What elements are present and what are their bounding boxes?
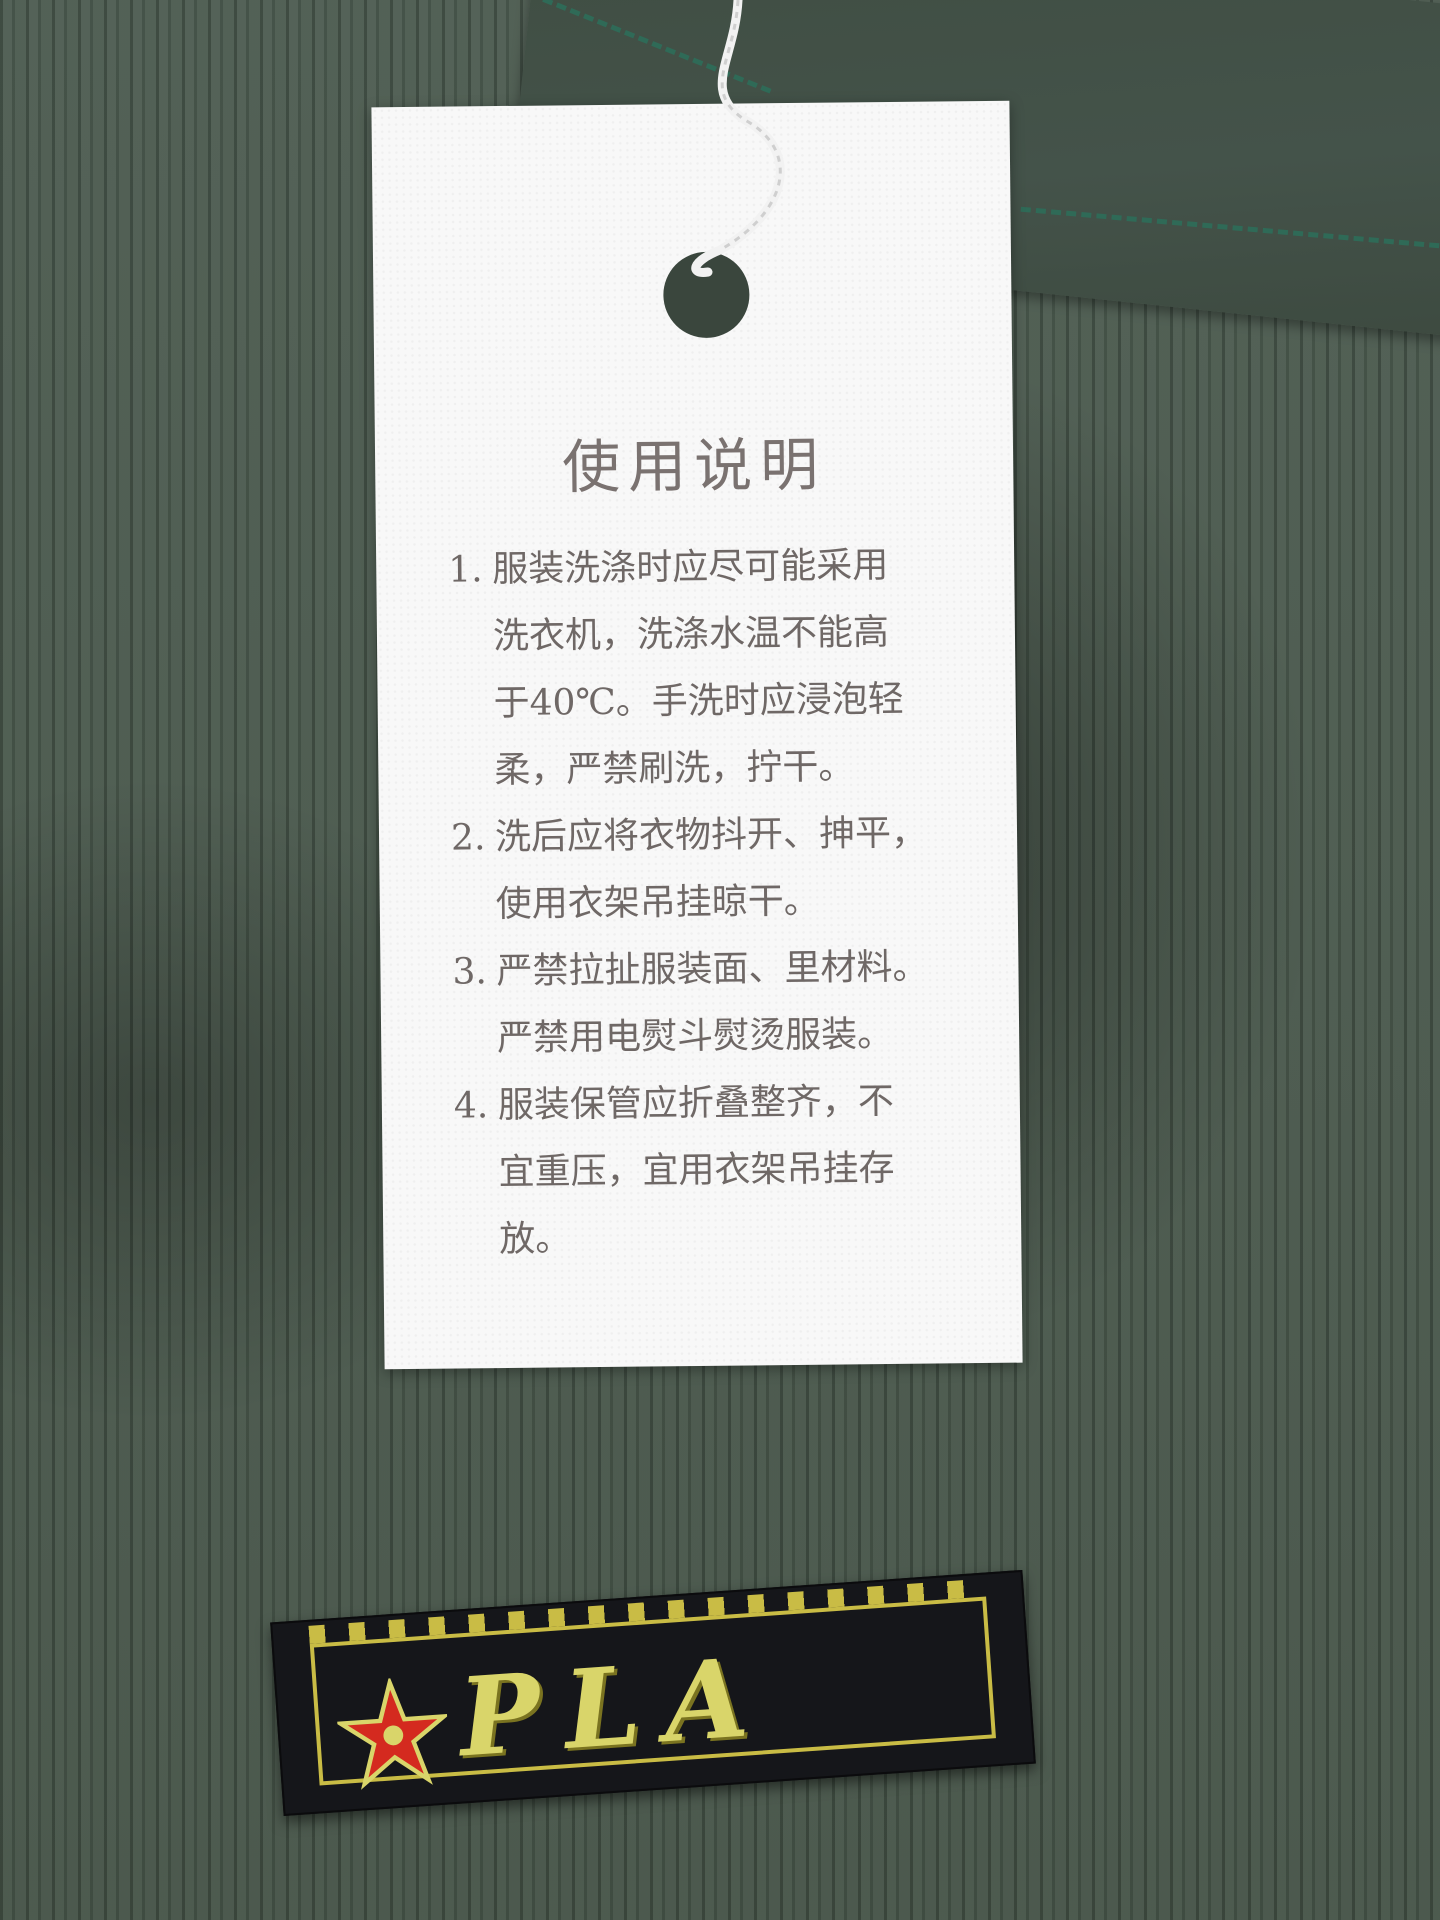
instruction-number: 3. [452, 951, 488, 993]
instruction-line: 使用衣架吊挂晾干。 [495, 880, 820, 926]
instruction-line: 服装保管应折叠整齐，不 [497, 1080, 895, 1127]
instruction-line: 柔，严禁刷洗，拧干。 [494, 746, 855, 792]
red-star-icon [334, 1675, 451, 1790]
instruction-item-3: 3. 严禁拉扯服装面、里材料。 严禁用电熨斗熨烫服装。 [452, 933, 983, 1073]
instruction-item-2: 2. 洗后应将衣物抖开、抻平， 使用衣架吊挂晾干。 [451, 799, 982, 939]
instruction-line: 服装洗涤时应尽可能采用 [492, 544, 889, 591]
instruction-line: 于40℃。手洗时应浸泡轻 [493, 678, 904, 725]
instruction-line: 洗后应将衣物抖开、抻平， [494, 812, 928, 859]
instruction-item-4: 4. 服装保管应折叠整齐，不 宜重压，宜用衣架吊挂存 放。 [454, 1067, 986, 1274]
instruction-item-1: 1. 服装洗涤时应尽可能采用 洗衣机，洗涤水温不能高 于40℃。手洗时应浸泡轻 … [448, 531, 981, 805]
instruction-line: 宜重压，宜用衣架吊挂存 [498, 1147, 895, 1194]
instruction-line: 放。 [499, 1218, 572, 1261]
instructions-list: 1. 服装洗涤时应尽可能采用 洗衣机，洗涤水温不能高 于40℃。手洗时应浸泡轻 … [448, 531, 986, 1274]
instruction-number: 2. [450, 817, 486, 859]
instruction-line: 洗衣机，洗涤水温不能高 [492, 611, 890, 658]
instruction-number: 1. [448, 549, 483, 591]
tag-string [691, 0, 785, 277]
instruction-line: 严禁用电熨斗熨烫服装。 [496, 1013, 894, 1060]
instruction-number: 4. [453, 1085, 489, 1127]
instruction-line: 严禁拉扯服装面、里材料。 [496, 946, 929, 993]
pla-woven-label: PLA [270, 1569, 1036, 1817]
tag-title: 使用说明 [561, 430, 827, 502]
